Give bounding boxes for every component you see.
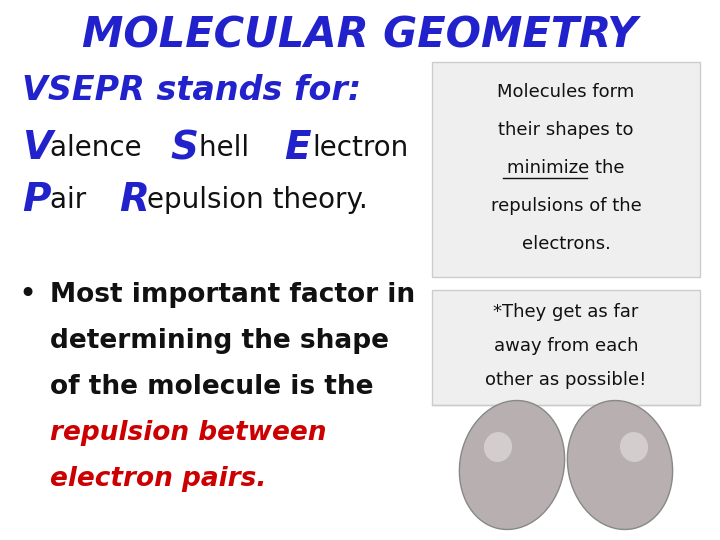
Text: away from each: away from each xyxy=(494,337,638,355)
Ellipse shape xyxy=(484,432,512,462)
Text: P: P xyxy=(22,181,50,219)
Text: Most important factor in: Most important factor in xyxy=(50,282,415,308)
Ellipse shape xyxy=(620,432,648,462)
Text: S: S xyxy=(171,129,199,167)
Text: determining the shape: determining the shape xyxy=(50,328,389,354)
Text: V: V xyxy=(22,129,52,167)
Text: hell: hell xyxy=(199,134,258,162)
Ellipse shape xyxy=(567,401,672,530)
Text: MOLECULAR GEOMETRY: MOLECULAR GEOMETRY xyxy=(82,14,638,56)
Text: other as possible!: other as possible! xyxy=(485,371,647,389)
Text: *They get as far: *They get as far xyxy=(493,303,639,321)
Text: alence: alence xyxy=(50,134,150,162)
Text: R: R xyxy=(119,181,149,219)
Text: minimize the: minimize the xyxy=(508,159,625,177)
Text: repulsions of the: repulsions of the xyxy=(490,197,642,215)
FancyBboxPatch shape xyxy=(432,290,700,405)
Text: electrons.: electrons. xyxy=(521,235,611,253)
Text: air: air xyxy=(50,186,95,214)
Text: repulsion between: repulsion between xyxy=(50,420,326,446)
Text: E: E xyxy=(284,129,311,167)
Text: VSEPR stands for:: VSEPR stands for: xyxy=(22,73,361,106)
Text: Molecules form: Molecules form xyxy=(498,83,634,101)
Text: electron pairs.: electron pairs. xyxy=(50,466,266,492)
Text: epulsion theory.: epulsion theory. xyxy=(147,186,368,214)
Ellipse shape xyxy=(459,401,564,530)
FancyBboxPatch shape xyxy=(432,62,700,277)
Text: of the molecule is the: of the molecule is the xyxy=(50,374,374,400)
Text: lectron: lectron xyxy=(312,134,409,162)
Text: •: • xyxy=(18,280,36,309)
Text: their shapes to: their shapes to xyxy=(498,121,634,139)
